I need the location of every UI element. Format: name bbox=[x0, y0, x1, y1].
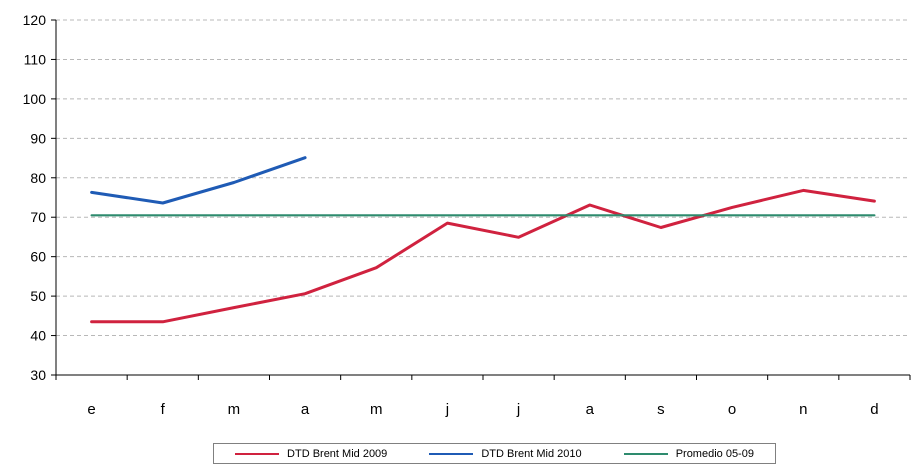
series-line-2009 bbox=[90, 188, 876, 324]
legend-item-2010: DTD Brent Mid 2010 bbox=[429, 447, 582, 460]
x-tick-label: e bbox=[87, 401, 95, 418]
y-tick-label: 40 bbox=[30, 328, 46, 344]
y-tick-label: 30 bbox=[30, 367, 46, 383]
legend-label-2009: DTD Brent Mid 2009 bbox=[287, 447, 388, 460]
x-tick-label: a bbox=[301, 401, 310, 418]
legend-swatch-2010 bbox=[429, 452, 474, 455]
x-tick-label: o bbox=[728, 401, 736, 418]
x-tick-label: m bbox=[370, 401, 383, 418]
y-tick-label: 50 bbox=[30, 288, 46, 304]
series-lines bbox=[90, 156, 876, 324]
y-tick-labels: 30 40 50 60 70 80 90 100 110 120 bbox=[23, 12, 47, 383]
y-tick-label: 80 bbox=[30, 170, 46, 186]
legend-item-average: Promedio 05-09 bbox=[623, 447, 754, 460]
x-tick-label: d bbox=[870, 401, 878, 418]
x-tick-label: s bbox=[657, 401, 665, 418]
x-tick-label: j bbox=[445, 401, 449, 418]
x-tick-label: f bbox=[161, 401, 166, 418]
line-chart: 30 40 50 60 70 80 90 100 110 120 e f m a m j j a s o n d bbox=[23, 12, 911, 418]
y-tick-label: 90 bbox=[30, 130, 46, 146]
legend-swatch-average bbox=[623, 452, 668, 455]
y-tick-label: 70 bbox=[30, 209, 46, 225]
x-tick-label: a bbox=[586, 401, 595, 418]
legend-label-2010: DTD Brent Mid 2010 bbox=[481, 447, 582, 460]
axes bbox=[51, 19, 911, 380]
y-tick-label: 120 bbox=[23, 12, 47, 28]
y-tick-label: 100 bbox=[23, 91, 47, 107]
legend-swatch-2009 bbox=[235, 452, 280, 455]
gridlines bbox=[56, 19, 910, 337]
x-tick-label: m bbox=[228, 401, 241, 418]
x-tick-label: j bbox=[516, 401, 520, 418]
series-line-2010 bbox=[90, 156, 307, 205]
legend: DTD Brent Mid 2009 DTD Brent Mid 2010 Pr… bbox=[213, 443, 776, 464]
legend-label-average: Promedio 05-09 bbox=[675, 447, 754, 460]
x-tick-label: n bbox=[799, 401, 807, 418]
y-tick-label: 60 bbox=[30, 249, 46, 265]
legend-item-2009: DTD Brent Mid 2009 bbox=[235, 448, 387, 460]
y-tick-label: 110 bbox=[24, 51, 47, 67]
